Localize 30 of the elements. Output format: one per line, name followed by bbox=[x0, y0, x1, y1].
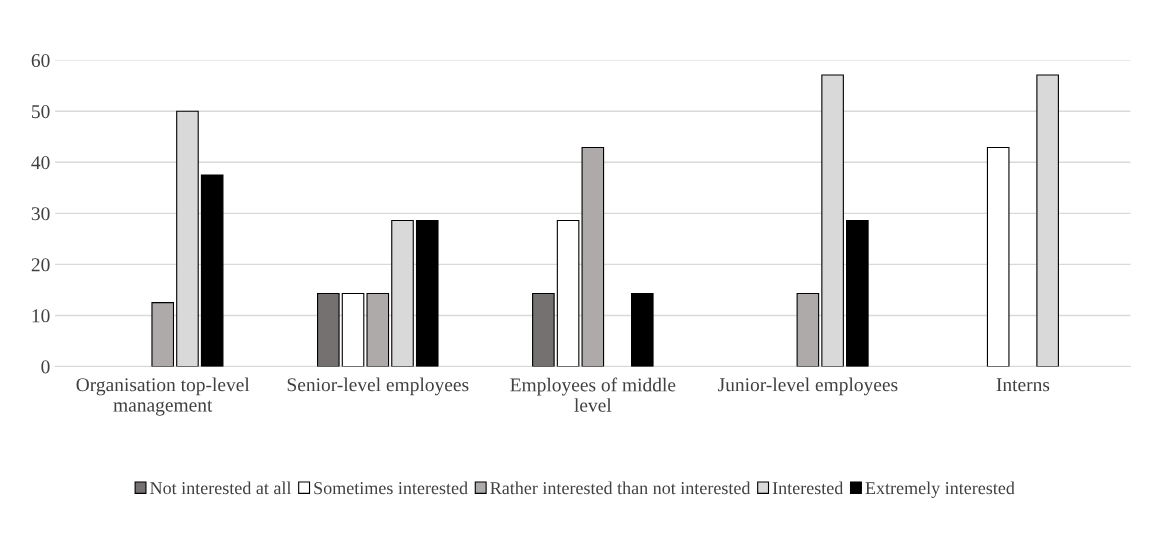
legend-label: Extremely interested bbox=[865, 481, 1015, 498]
bar bbox=[200, 174, 224, 367]
bar bbox=[796, 292, 820, 367]
legend-label: Rather interested than not interested bbox=[490, 481, 751, 495]
y-tick-label: 20 bbox=[31, 258, 50, 272]
x-tick-label: Organisation top-level management bbox=[76, 377, 250, 416]
bar bbox=[341, 292, 365, 367]
y-tick-label: 10 bbox=[32, 309, 50, 323]
bar bbox=[556, 219, 580, 367]
y-tick-label: 50 bbox=[32, 105, 50, 119]
y-tick-label: 0 bbox=[41, 360, 50, 374]
y-tick-label: 30 bbox=[31, 207, 50, 221]
bar bbox=[366, 292, 390, 367]
legend-label: Sometimes interested bbox=[314, 481, 468, 495]
x-tick-label: Employees of middle level bbox=[510, 377, 676, 412]
x-tick-label: Interns bbox=[996, 378, 1050, 392]
y-tick-label: 40 bbox=[31, 156, 50, 170]
bar bbox=[846, 219, 869, 367]
bar bbox=[151, 302, 175, 367]
bar bbox=[317, 292, 340, 367]
bar bbox=[630, 292, 654, 367]
bar bbox=[581, 146, 605, 367]
x-tick-label: Senior-level employees bbox=[287, 377, 469, 396]
y-tick-label: 60 bbox=[31, 53, 50, 68]
legend-label: Not interested at all bbox=[150, 481, 292, 495]
bar bbox=[532, 292, 555, 367]
legend-label: Interested bbox=[772, 481, 844, 495]
bar bbox=[415, 219, 439, 367]
bar bbox=[986, 146, 1010, 367]
x-tick-label: Junior-level employees bbox=[718, 377, 898, 396]
